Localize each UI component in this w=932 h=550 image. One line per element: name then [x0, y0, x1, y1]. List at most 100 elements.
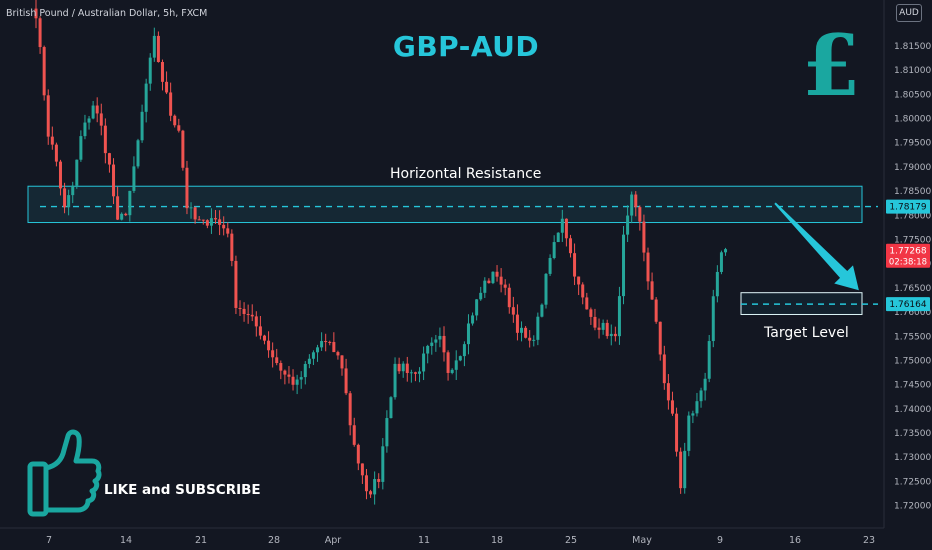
symbol-label[interactable]: British Pound / Australian Dollar, 5h, F…: [6, 8, 208, 19]
candle-body: [116, 196, 120, 220]
candle-body: [654, 299, 658, 322]
candle-body: [536, 316, 540, 340]
candle-body: [658, 321, 662, 355]
candle-body: [75, 159, 79, 186]
candle-body: [242, 308, 246, 315]
candle-body: [209, 218, 213, 226]
candle-body: [295, 379, 299, 385]
y-tick-label: 1.75500: [894, 332, 931, 342]
x-tick-label: May: [632, 535, 652, 546]
y-tick-label: 1.73500: [894, 429, 931, 439]
candle-body: [283, 370, 287, 375]
candle-body: [544, 273, 548, 305]
candle-body: [597, 327, 601, 330]
candle-body: [662, 354, 666, 384]
candle-body: [560, 218, 564, 233]
candle-body: [524, 327, 528, 338]
candle-body: [287, 374, 291, 377]
candle-body: [279, 363, 283, 371]
candle-body: [520, 327, 524, 333]
candle-body: [132, 166, 136, 191]
candle-body: [609, 333, 613, 337]
candle-body: [446, 352, 450, 373]
candle-body: [165, 81, 169, 93]
candle-body: [38, 18, 42, 48]
candle-body: [724, 249, 728, 253]
candle-body: [589, 309, 593, 317]
candle-body: [218, 219, 222, 225]
candle-body: [630, 194, 634, 216]
candle-body: [107, 153, 111, 165]
y-tick-label: 1.72500: [894, 477, 931, 487]
candle-body: [197, 219, 201, 221]
candle-body: [466, 323, 470, 345]
candle-body: [95, 105, 99, 114]
candle-body: [552, 242, 556, 258]
candle-body: [369, 491, 373, 495]
candle-body: [352, 425, 356, 445]
candle-body: [703, 378, 707, 391]
y-tick-label: 1.74500: [894, 381, 931, 391]
candle-body: [650, 281, 654, 300]
candle-body: [601, 322, 605, 330]
candle-body: [479, 292, 483, 300]
y-tick-label: 1.78500: [894, 187, 931, 197]
candle-body: [226, 228, 230, 234]
candle-body: [169, 92, 173, 116]
candle-body: [413, 372, 417, 374]
candle-body: [683, 450, 687, 489]
candle-body: [483, 280, 487, 293]
candle-body: [189, 207, 193, 209]
y-tick-label: 1.72000: [894, 502, 931, 512]
level-price-label: 1.78179: [889, 203, 926, 213]
candle-body: [605, 322, 609, 337]
candle-body: [495, 271, 499, 277]
candle-body: [156, 35, 160, 63]
candle-body: [332, 342, 336, 353]
candle-body: [234, 260, 238, 308]
level-price-label: 1.76164: [889, 300, 926, 310]
candle-body: [458, 356, 462, 361]
candle-body: [679, 451, 683, 489]
candle-body: [409, 372, 413, 374]
candle-body: [646, 252, 650, 282]
candle-body: [613, 333, 617, 337]
candle-body: [711, 296, 715, 342]
resistance-zone: [27, 185, 863, 224]
candle-body: [128, 190, 132, 216]
candle-body: [532, 339, 536, 341]
candle-body: [328, 341, 332, 343]
candle-body: [675, 413, 679, 452]
candle-body: [67, 195, 71, 208]
current-price-label: 1.77268: [889, 247, 926, 257]
candle-body: [320, 341, 324, 348]
candle-body: [377, 479, 381, 482]
y-tick-label: 1.80000: [894, 114, 931, 124]
candle-body: [120, 213, 124, 220]
chart-title: GBP-AUD: [392, 30, 540, 63]
target-arrow: [774, 202, 859, 291]
candle-body: [87, 118, 91, 123]
candle-body: [250, 314, 254, 317]
candle-body: [348, 393, 352, 426]
candle-body: [670, 400, 674, 414]
candle-body: [173, 115, 177, 126]
currency-button[interactable]: AUD: [896, 4, 922, 22]
candle-body: [511, 307, 515, 315]
candle-body: [112, 164, 116, 197]
candle-body: [381, 446, 385, 482]
candle-body: [699, 390, 703, 402]
candle-body: [336, 352, 340, 356]
candle-body: [50, 136, 54, 145]
candle-body: [719, 252, 723, 272]
candle-body: [373, 479, 377, 495]
x-tick-label: 16: [789, 535, 801, 546]
candle-body: [568, 238, 572, 254]
candle-body: [185, 167, 189, 209]
candle-body: [528, 337, 532, 341]
candle-body: [360, 463, 364, 476]
candle-body: [454, 360, 458, 370]
candle-body: [311, 352, 315, 359]
pound-sign-icon: £: [802, 16, 861, 115]
